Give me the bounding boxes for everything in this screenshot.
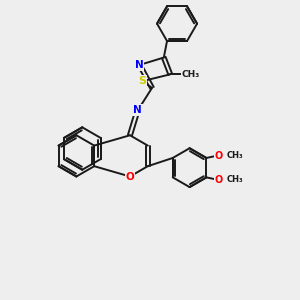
Text: N: N <box>135 60 143 70</box>
Text: CH₃: CH₃ <box>182 70 200 79</box>
Text: N: N <box>133 105 142 115</box>
Text: CH₃: CH₃ <box>227 175 244 184</box>
Text: S: S <box>139 76 147 86</box>
Text: O: O <box>215 151 223 160</box>
Text: O: O <box>126 172 134 182</box>
Text: CH₃: CH₃ <box>227 151 244 160</box>
Text: O: O <box>215 175 223 185</box>
